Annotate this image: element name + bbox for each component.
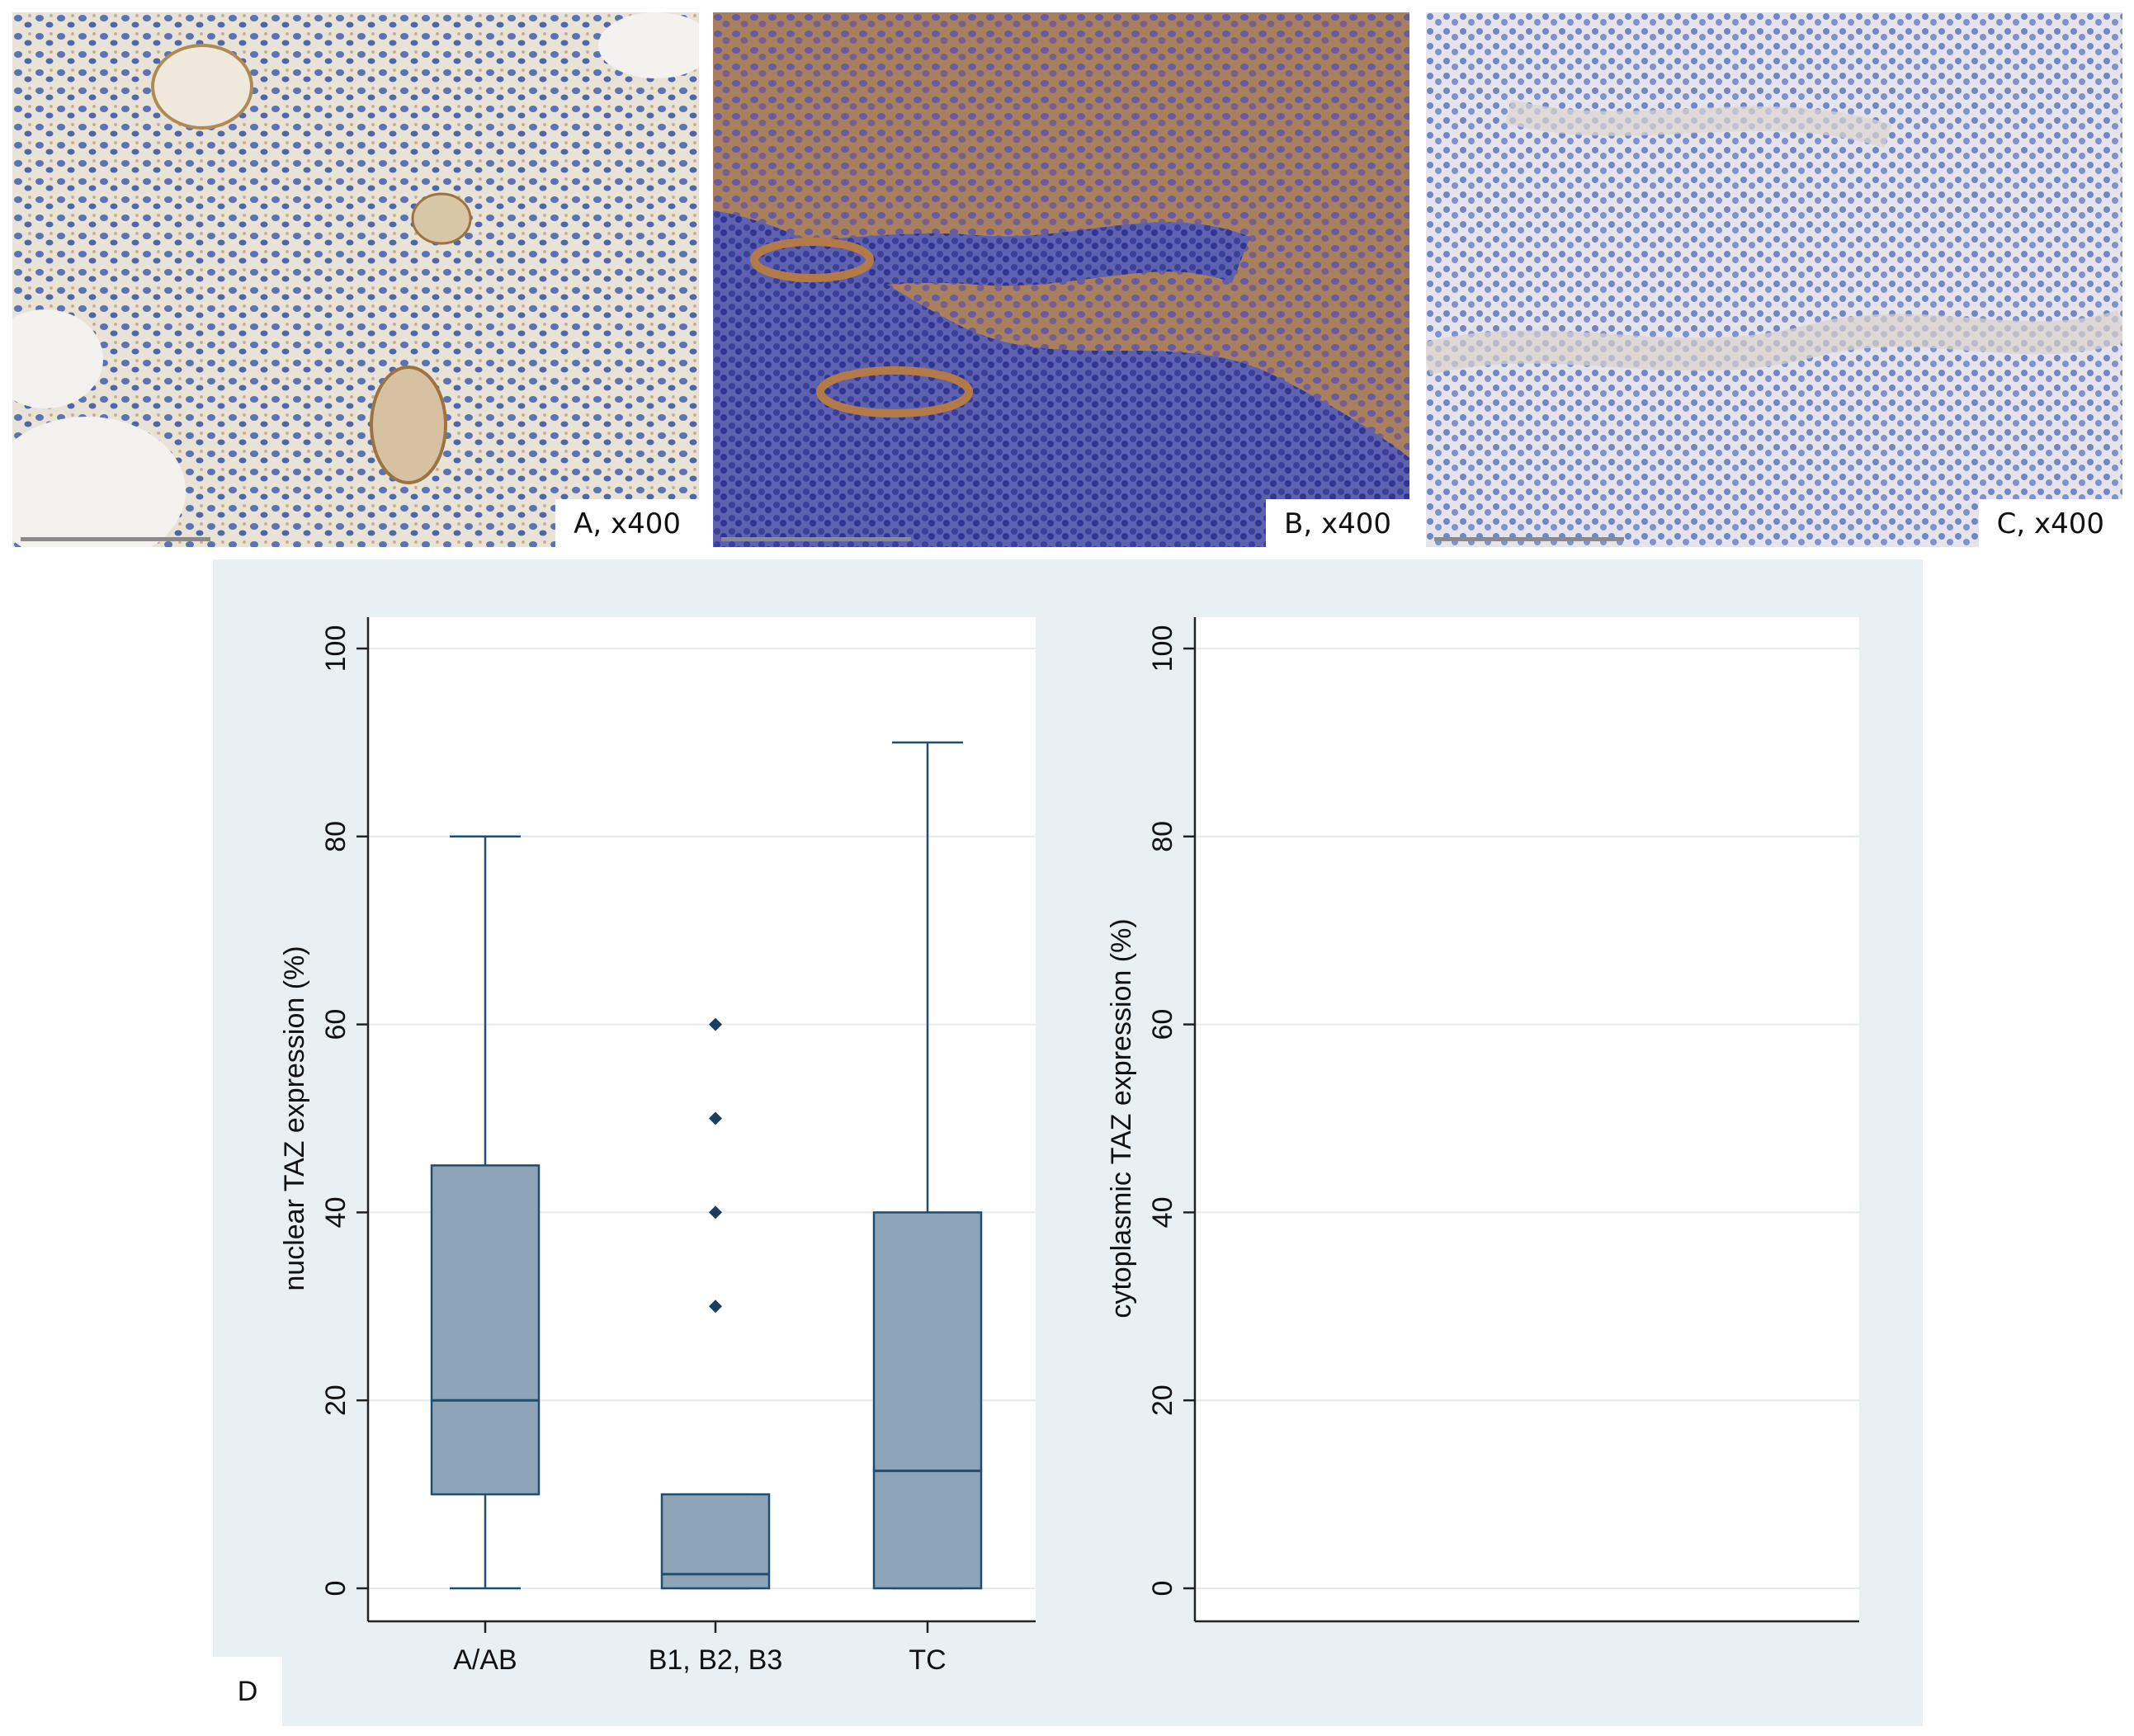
y-tick-label: 80 [320, 821, 352, 852]
y-tick-label: 20 [320, 1385, 352, 1416]
x-tick-label: TC [909, 1644, 946, 1676]
outlier-point [709, 1300, 722, 1314]
box [872, 1211, 983, 1590]
boxplot-panel-d: 0 20 40 60 80 100 nuclear TAZ expression (%) A/… [213, 559, 1923, 1726]
micrograph-panel-b: B, x400 [713, 12, 1409, 547]
x-tick-label: B1, B2, B3 [649, 1644, 783, 1676]
plot-region-2 [1195, 617, 1859, 1621]
micrograph-b-image [713, 12, 1409, 547]
boxplot-charts: 0 20 40 60 80 100 nuclear TAZ expression (%) A/… [279, 617, 1859, 1676]
y-axis-title: nuclear TAZ expression (%) [279, 946, 310, 1290]
y-tick-label: 100 [320, 625, 352, 672]
micrograph-c-label: C, x400 [1978, 499, 2122, 547]
micrograph-a-image [12, 12, 699, 547]
micrograph-c-image [1426, 12, 2122, 547]
y-tick-label: 60 [320, 1009, 352, 1040]
micrograph-a-label: A, x400 [555, 499, 699, 547]
y-tick-label: 20 [1147, 1385, 1178, 1416]
micrograph-panel-a: A, x400 [12, 12, 699, 547]
y-tick-label: 60 [1147, 1009, 1178, 1040]
outlier-point [709, 1111, 722, 1125]
panel-d-label: D [213, 1657, 282, 1726]
y-axis-title: cytoplasmic TAZ expression (%) [1106, 918, 1137, 1318]
y-tick-label: 40 [320, 1196, 352, 1228]
box [430, 1164, 541, 1496]
micrograph-b-label: B, x400 [1266, 499, 1409, 547]
box [660, 1493, 771, 1590]
y-tick-label: 100 [1147, 625, 1178, 672]
outlier-point [709, 1017, 722, 1031]
y-tick-label: 80 [1147, 821, 1178, 852]
outlier-point [709, 1205, 722, 1219]
y-tick-label: 40 [1147, 1196, 1178, 1228]
micrograph-panel-c: C, x400 [1426, 12, 2122, 547]
x-tick-label: A/AB [453, 1644, 517, 1676]
y-tick-label: 0 [320, 1581, 352, 1597]
y-tick-label: 0 [1147, 1581, 1178, 1597]
